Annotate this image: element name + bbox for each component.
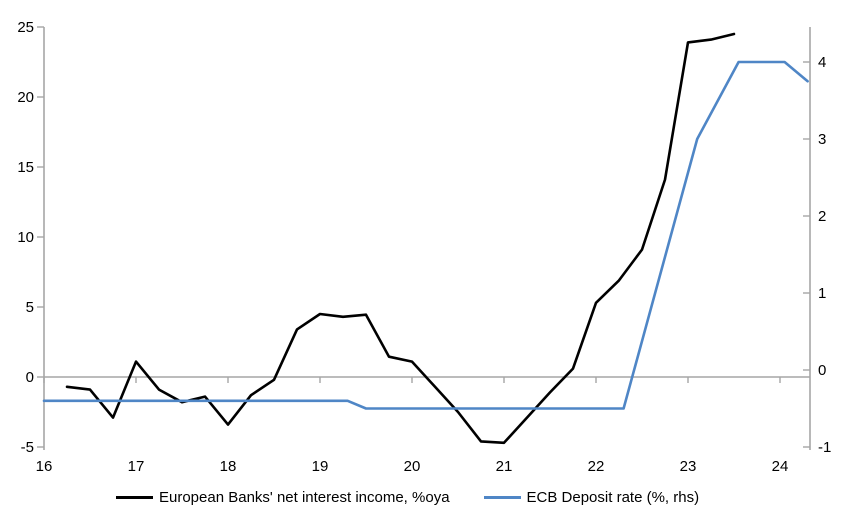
- x-axis-tick-label: 21: [496, 458, 513, 475]
- x-axis-tick-label: 18: [220, 458, 237, 475]
- right-axis-tick-label: 1: [818, 285, 826, 302]
- right-axis-tick-label: 2: [818, 208, 826, 225]
- legend-item-deposit-rate: ECB Deposit rate (%, rhs): [483, 489, 700, 506]
- right-axis-tick-label: 0: [818, 362, 826, 379]
- left-axis-tick-label: 20: [17, 89, 34, 106]
- nii-line: [65, 32, 736, 445]
- right-axis-tick-label: 3: [818, 131, 826, 148]
- right-axis-tick-label: 4: [818, 54, 826, 71]
- nii-line-swatch-icon: [116, 496, 153, 499]
- x-axis-tick-label: 16: [36, 458, 53, 475]
- legend-label-deposit-rate: ECB Deposit rate (%, rhs): [526, 489, 700, 506]
- x-axis-tick-label: 20: [404, 458, 421, 475]
- legend-item-nii: European Banks' net interest income, %oy…: [116, 489, 450, 506]
- left-axis-tick-label: -5: [21, 439, 34, 456]
- legend-label-nii: European Banks' net interest income, %oy…: [159, 489, 450, 506]
- x-axis-tick-label: 23: [680, 458, 697, 475]
- ecb-deposit-rate-line: [42, 60, 809, 410]
- x-axis-tick-label: 19: [312, 458, 329, 475]
- legend: European Banks' net interest income, %oy…: [116, 489, 699, 506]
- left-axis-tick-label: 15: [17, 159, 34, 176]
- left-axis-tick-label: 25: [17, 19, 34, 36]
- right-axis-tick-label: -1: [818, 439, 831, 456]
- left-axis-tick-label: 5: [26, 299, 34, 316]
- x-axis-tick-label: 17: [128, 458, 145, 475]
- left-axis-tick-label: 0: [26, 369, 34, 386]
- left-axis-tick-label: 10: [17, 229, 34, 246]
- deposit-rate-line-swatch-icon: [483, 496, 521, 499]
- x-axis-tick-label: 24: [772, 458, 789, 475]
- x-axis-tick-label: 22: [588, 458, 605, 475]
